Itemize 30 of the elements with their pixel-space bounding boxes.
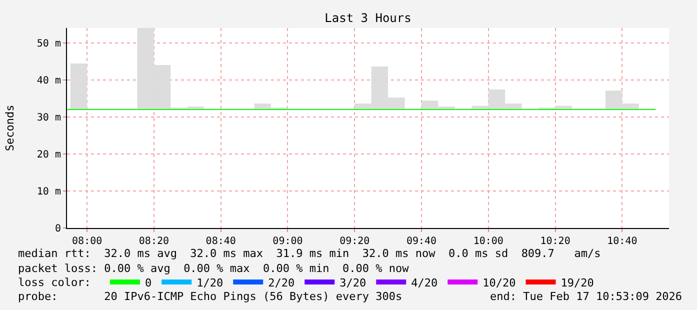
x-tick-label: 09:20 [340, 236, 370, 247]
text: median rtt: 32.0 ms avg 32.0 ms max 31.9 ms min 32.0 ms now 0.0 ms sd 809.7 am/s [18, 247, 601, 260]
x-tick-label: 10:40 [607, 236, 638, 247]
y-tick-label: 30 m [36, 112, 61, 124]
x-tick-label: 08:00 [72, 236, 102, 247]
y-tick-label: 50 m [36, 38, 61, 50]
legend-label: 2/20 [268, 276, 295, 290]
x-tick-label: 08:40 [206, 236, 236, 247]
x-tick-label: 10:20 [540, 236, 570, 247]
y-axis-title: Seconds [4, 104, 17, 152]
chart-title: Last 3 Hours [324, 11, 412, 26]
text: loss color: [18, 276, 91, 289]
y-tick-label: 10 m [36, 186, 61, 198]
legend-label: 1/20 [196, 276, 224, 290]
y-tick-label: 40 m [36, 75, 61, 86]
text: probe: 20 IPv6-ICMP Echo Pings (56 Bytes) every 300s [18, 290, 402, 303]
legend-label: 3/20 [340, 276, 366, 290]
legend-label: 10/20 [482, 276, 516, 290]
bar [70, 64, 88, 110]
legend-label: 0 [145, 276, 152, 290]
y-tick-label: 20 m [36, 149, 61, 160]
text: packet loss: 0.00 % avg 0.00 % max 0.00 % min 0.00 % now [18, 262, 410, 275]
x-tick-label: 08:20 [138, 236, 170, 247]
legend-label: 4/20 [411, 276, 438, 290]
text: end: Tue Feb 17 10:53:09 2026 [490, 290, 682, 303]
x-tick-label: 10:00 [473, 236, 504, 247]
y-tick-label: 0 [54, 224, 61, 234]
x-tick-label: 09:00 [272, 236, 303, 247]
x-tick-label: 09:40 [406, 236, 437, 247]
legend-label: 19/20 [560, 276, 594, 290]
